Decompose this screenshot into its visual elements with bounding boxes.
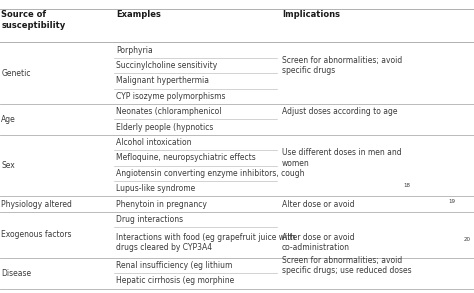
- Text: Phenytoin in pregnancy: Phenytoin in pregnancy: [116, 200, 207, 209]
- Text: 19: 19: [449, 199, 456, 204]
- Text: CYP isozyme polymorphisms: CYP isozyme polymorphisms: [116, 92, 226, 101]
- Text: Porphyria: Porphyria: [116, 46, 153, 55]
- Text: Mefloquine, neuropsychiatric effects: Mefloquine, neuropsychiatric effects: [116, 153, 256, 162]
- Text: Neonates (chloramphenicol: Neonates (chloramphenicol: [116, 107, 222, 116]
- Text: Implications: Implications: [282, 10, 340, 19]
- Text: Alter dose or avoid: Alter dose or avoid: [282, 200, 355, 209]
- Text: Screen for abnormalities; avoid
specific drugs; use reduced doses: Screen for abnormalities; avoid specific…: [282, 256, 411, 275]
- Text: Alcohol intoxication: Alcohol intoxication: [116, 138, 191, 147]
- Text: Use different doses in men and
women: Use different doses in men and women: [282, 148, 401, 168]
- Text: Screen for abnormalities; avoid
specific drugs: Screen for abnormalities; avoid specific…: [282, 56, 402, 75]
- Text: Malignant hyperthermia: Malignant hyperthermia: [116, 76, 209, 86]
- Text: Disease: Disease: [1, 269, 32, 278]
- Text: Hepatic cirrhosis (eg morphine: Hepatic cirrhosis (eg morphine: [116, 276, 234, 285]
- Text: Alter dose or avoid
co-administration: Alter dose or avoid co-administration: [282, 233, 355, 252]
- Text: Interactions with food (eg grapefruit juice with
drugs cleared by CYP3A4: Interactions with food (eg grapefruit ju…: [116, 233, 295, 252]
- Text: Adjust doses according to age: Adjust doses according to age: [282, 107, 398, 116]
- Text: Age: Age: [1, 115, 16, 124]
- Text: Succinylcholine sensitivity: Succinylcholine sensitivity: [116, 61, 218, 70]
- Text: Angiotensin converting enzyme inhibitors, cough: Angiotensin converting enzyme inhibitors…: [116, 169, 305, 178]
- Text: Drug interactions: Drug interactions: [116, 215, 183, 224]
- Text: Genetic: Genetic: [1, 69, 31, 78]
- Text: Exogenous factors: Exogenous factors: [1, 230, 72, 239]
- Text: Source of
susceptibility: Source of susceptibility: [1, 10, 66, 30]
- Text: Physiology altered: Physiology altered: [1, 200, 73, 209]
- Text: 20: 20: [464, 237, 471, 242]
- Text: Lupus-like syndrome: Lupus-like syndrome: [116, 184, 195, 193]
- Text: Examples: Examples: [116, 10, 161, 19]
- Text: 18: 18: [403, 183, 410, 188]
- Text: Elderly people (hypnotics: Elderly people (hypnotics: [116, 122, 213, 132]
- Text: Sex: Sex: [1, 161, 15, 170]
- Text: Renal insufficiency (eg lithium: Renal insufficiency (eg lithium: [116, 261, 233, 270]
